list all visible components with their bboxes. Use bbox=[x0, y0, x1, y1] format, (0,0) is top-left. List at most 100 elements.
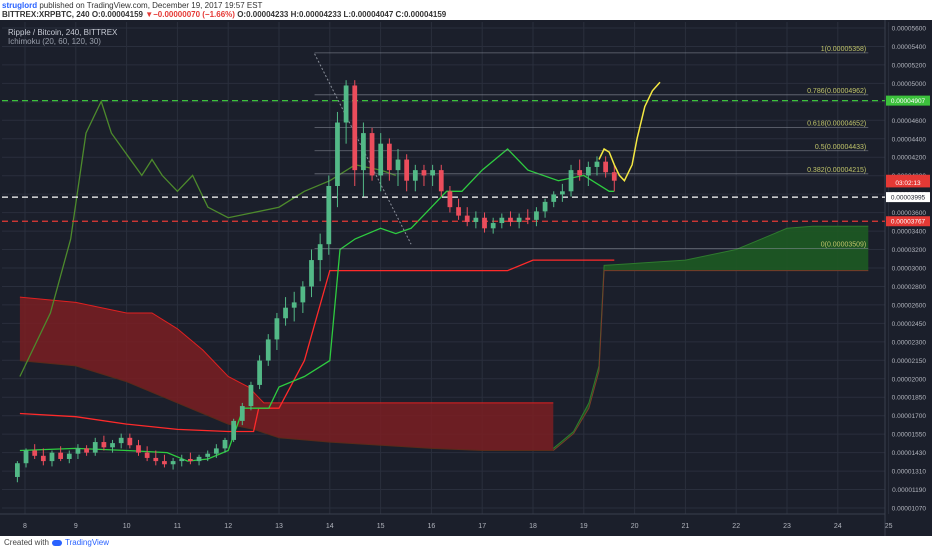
tradingview-logo[interactable]: TradingView bbox=[52, 538, 109, 547]
candle-body bbox=[84, 448, 89, 453]
published-header: struglord published on TradingView.com, … bbox=[0, 0, 932, 19]
y-tick-label: 0.00003600 bbox=[892, 210, 927, 217]
y-tick-label: 0.00002800 bbox=[892, 284, 927, 291]
fib-level-label: 1(0.00005358) bbox=[821, 46, 867, 53]
fib-level-label: 0.5(0.00004433) bbox=[815, 144, 866, 151]
candle-body bbox=[15, 463, 20, 477]
candle-body bbox=[75, 448, 81, 454]
candle-body bbox=[499, 217, 505, 224]
chart-background bbox=[0, 20, 932, 536]
y-tick-label: 0.00002150 bbox=[892, 358, 927, 365]
y-tick-label: 0.00001310 bbox=[892, 469, 927, 476]
x-tick-label: 10 bbox=[123, 523, 131, 530]
price-chart[interactable]: 0.00005600 0.00005400 0.00005200 0.00005000… bbox=[0, 20, 932, 536]
x-tick-label: 24 bbox=[834, 523, 842, 530]
x-tick-label: 13 bbox=[275, 523, 283, 530]
candle-body bbox=[326, 186, 332, 245]
y-tick-label: 0.00004200 bbox=[892, 155, 927, 162]
x-tick-label: 16 bbox=[428, 523, 436, 530]
candle-body bbox=[378, 143, 384, 176]
fib-level-label: 0.618(0.00004652) bbox=[807, 121, 866, 128]
candle-body bbox=[300, 286, 306, 303]
candle-body bbox=[101, 442, 107, 448]
candle-body bbox=[430, 170, 435, 176]
price-tag-label: 03:02:13 bbox=[895, 180, 921, 187]
author-name[interactable]: struglord bbox=[2, 1, 38, 10]
chikou-span-line bbox=[19, 99, 397, 377]
candle-body bbox=[585, 166, 591, 176]
price-tag bbox=[886, 95, 930, 106]
candle-body bbox=[136, 445, 141, 453]
candle-body bbox=[92, 442, 98, 453]
candle-body bbox=[482, 217, 487, 229]
price-tag-label: 0.00003995 bbox=[891, 195, 926, 202]
candle-body bbox=[404, 159, 410, 181]
candle-body bbox=[577, 170, 583, 176]
candle-body bbox=[23, 450, 29, 464]
y-tick-label: 0.00001190 bbox=[892, 487, 926, 494]
candle-body bbox=[283, 307, 288, 319]
candle-body bbox=[438, 170, 444, 192]
candle-body bbox=[508, 217, 513, 222]
candle-body bbox=[559, 191, 565, 195]
candle-body bbox=[239, 406, 245, 421]
chart-title: Ripple / Bitcoin, 240, BITTREX bbox=[8, 28, 118, 37]
candle-body bbox=[40, 455, 46, 462]
candle-body bbox=[188, 458, 193, 462]
publish-line: struglord published on TradingView.com, … bbox=[2, 1, 262, 10]
cloud-icon bbox=[52, 539, 62, 546]
candle-body bbox=[603, 161, 609, 173]
candle-body bbox=[205, 453, 211, 457]
candle-body bbox=[222, 439, 228, 449]
y-tick-label: 0.00001070 bbox=[892, 506, 927, 513]
y-tick-label: 0.00002000 bbox=[892, 376, 927, 383]
y-tick-label: 0.00005400 bbox=[892, 44, 927, 51]
chart-area[interactable]: 0.00005600 0.00005400 0.00005200 0.00005000… bbox=[0, 20, 932, 536]
candle-body bbox=[231, 420, 237, 440]
price-tag bbox=[886, 216, 930, 227]
x-tick-label: 8 bbox=[23, 523, 27, 530]
candle-body bbox=[162, 461, 167, 465]
projection-path bbox=[598, 81, 661, 183]
candle-body bbox=[542, 201, 548, 212]
x-tick-label: 12 bbox=[224, 523, 232, 530]
y-tick-label: 0.00004600 bbox=[892, 118, 927, 125]
y-tick-label: 0.00004400 bbox=[892, 136, 927, 143]
candle-body bbox=[386, 143, 392, 171]
publish-info: published on TradingView.com, December 1… bbox=[39, 1, 263, 10]
candle-body bbox=[525, 217, 531, 220]
footer: Created with TradingView bbox=[0, 536, 932, 550]
x-tick-label: 9 bbox=[74, 523, 78, 530]
candle-body bbox=[32, 450, 38, 456]
candle-body bbox=[361, 133, 366, 171]
y-tick-label: 0.00002600 bbox=[892, 302, 927, 309]
candle-body bbox=[447, 191, 453, 208]
candle-body bbox=[335, 122, 340, 186]
candle-body bbox=[179, 458, 185, 462]
y-tick-label: 0.00005200 bbox=[892, 62, 927, 69]
y-tick-label: 0.00002300 bbox=[892, 339, 927, 346]
candle-body bbox=[274, 318, 280, 340]
price-tag-label: 0.00004907 bbox=[891, 98, 926, 105]
senkou-span-b-bear bbox=[19, 360, 554, 451]
y-tick-label: 0.00001550 bbox=[892, 432, 927, 439]
senkou-span-b-bull bbox=[552, 270, 869, 451]
candle-body bbox=[309, 260, 314, 287]
x-tick-label: 15 bbox=[377, 523, 385, 530]
candle-body bbox=[551, 194, 557, 202]
candle-body bbox=[490, 223, 496, 229]
ohlc-values: O:0.00004233 H:0.00004233 L:0.00004047 C… bbox=[237, 10, 447, 19]
senkou-span-a-bull bbox=[552, 225, 869, 449]
x-tick-label: 11 bbox=[174, 523, 181, 530]
symbol-line: BITTREX:XRPBTC, 240 O:0.00004159 ▼−0.000… bbox=[2, 10, 446, 19]
candle-body bbox=[248, 384, 254, 407]
candle-body bbox=[196, 456, 202, 462]
candle-body bbox=[49, 452, 55, 462]
symbol-name: BITTREX:XRPBTC, 240 bbox=[2, 10, 90, 19]
kijun-sen-line bbox=[19, 259, 615, 433]
brand-name: TradingView bbox=[65, 538, 110, 547]
indicator-label[interactable]: Ichimoku (20, 60, 120, 30) bbox=[8, 37, 101, 46]
candle-body bbox=[611, 172, 617, 181]
candle-body bbox=[110, 443, 115, 448]
x-tick-label: 20 bbox=[631, 523, 639, 530]
